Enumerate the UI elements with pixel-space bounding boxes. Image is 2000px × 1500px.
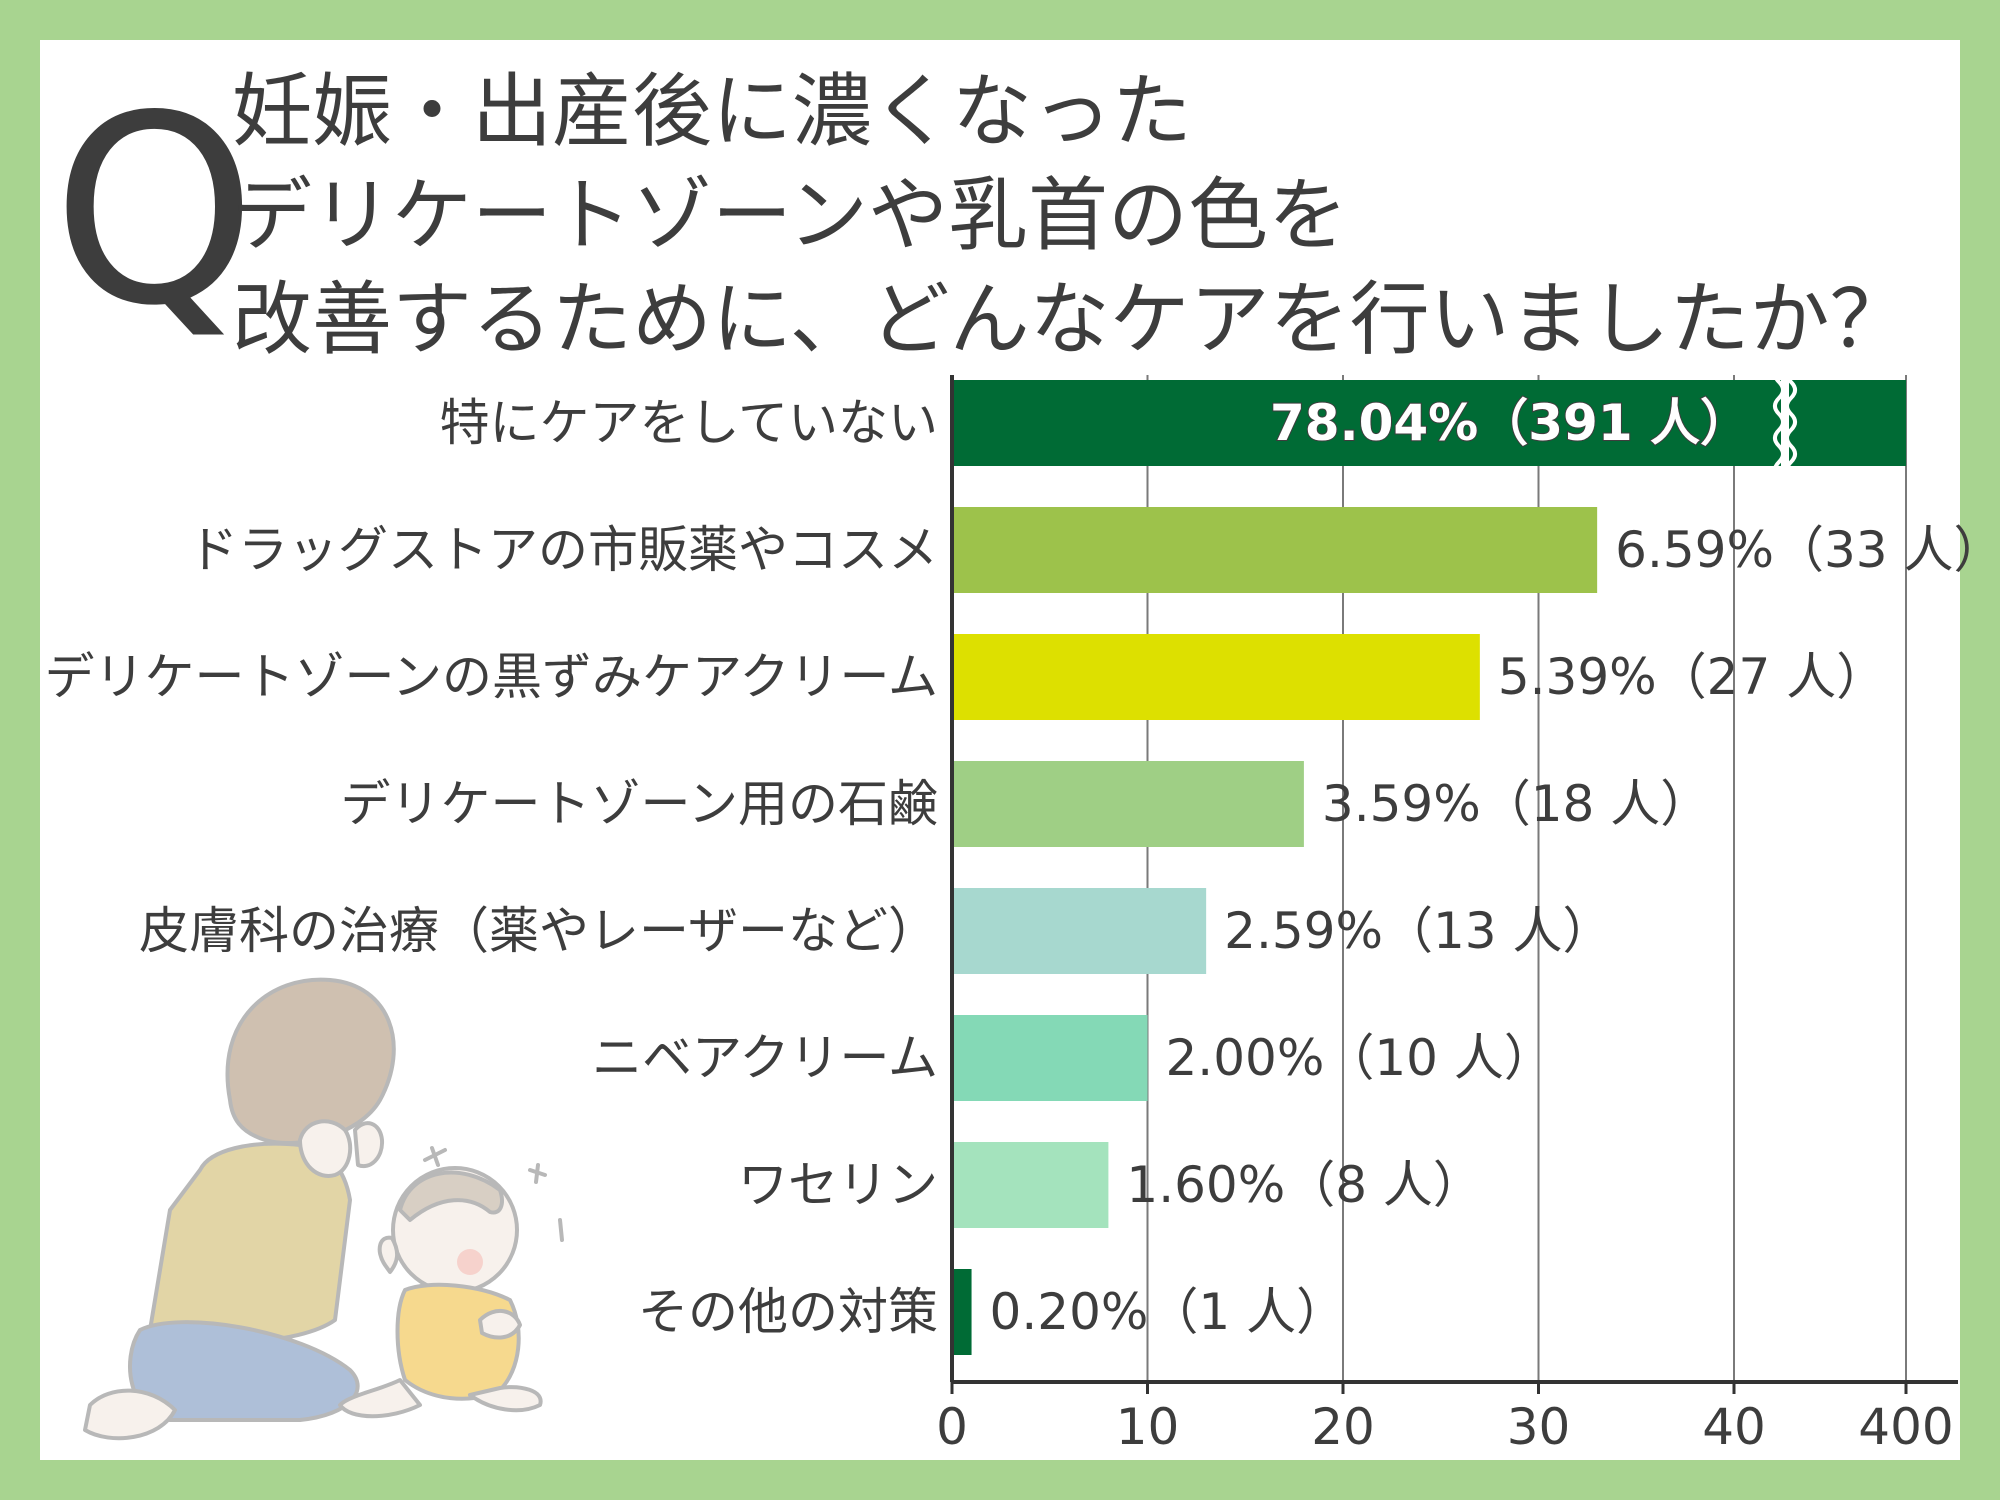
- value-label-6: 1.60%（8 人）: [1126, 1156, 1483, 1214]
- category-label-4: 皮膚科の治療（薬やレーザーなど）: [139, 902, 938, 960]
- x-tick-label-0: 0: [936, 1398, 968, 1456]
- x-tick-label-10: 10: [1116, 1398, 1180, 1456]
- value-label-4: 2.59%（13 人）: [1224, 902, 1612, 960]
- question-line-3: 改善するために、どんなケアを行いましたか？: [232, 273, 1910, 366]
- bar-7: [952, 1269, 972, 1355]
- x-tick-label-400: 400: [1858, 1398, 1953, 1456]
- x-tick-label-30: 30: [1507, 1398, 1571, 1456]
- mother-baby-illustration: [83, 977, 564, 1441]
- question-line-2: デリケートゾーンや乳首の色を: [232, 169, 1348, 262]
- category-label-3: デリケートゾーン用の石鹸: [341, 775, 939, 833]
- value-label-0: 78.04%（391 人）: [1270, 394, 1750, 452]
- bar-6: [952, 1142, 1109, 1228]
- question-title: 妊娠・出産後に濃くなった デリケートゾーンや乳首の色を 改善するために、どんなケ…: [232, 60, 1932, 372]
- category-label-7: その他の対策: [638, 1283, 938, 1341]
- category-label-2: デリケートゾーンの黒ずみケアクリーム: [45, 648, 939, 706]
- axis-break-mark: [1773, 364, 1797, 480]
- category-label-0: 特にケアをしていない: [440, 394, 939, 452]
- bar-2: [952, 634, 1480, 720]
- bar-1: [952, 507, 1598, 593]
- value-label-7: 0.20%（1 人）: [990, 1283, 1347, 1341]
- value-label-5: 2.00%（10 人）: [1166, 1029, 1554, 1087]
- category-label-5: ニベアクリーム: [592, 1029, 938, 1087]
- value-label-2: 5.39%（27 人）: [1498, 648, 1886, 706]
- axes-group: 0 10 20 30 40 400: [936, 375, 1958, 1456]
- value-label-1: 6.59%（33 人）: [1615, 521, 2000, 579]
- bar-0: [952, 380, 1906, 466]
- category-label-1: ドラッグストアの市販薬やコスメ: [188, 521, 938, 579]
- question-letter: Q: [52, 61, 257, 363]
- value-label-3: 3.59%（18 人）: [1322, 775, 1710, 833]
- x-tick-label-40: 40: [1702, 1398, 1766, 1456]
- bar-4: [952, 888, 1207, 974]
- question-line-1: 妊娠・出産後に濃くなった: [232, 65, 1192, 158]
- category-label-6: ワセリン: [738, 1156, 938, 1214]
- x-tick-label-20: 20: [1311, 1398, 1375, 1456]
- bars-group: 特にケアをしていない 78.04%（391 人） ドラッグストアの市販薬やコスメ 6.…: [45, 364, 2000, 1355]
- bar-3: [952, 761, 1304, 847]
- bar-5: [952, 1015, 1148, 1101]
